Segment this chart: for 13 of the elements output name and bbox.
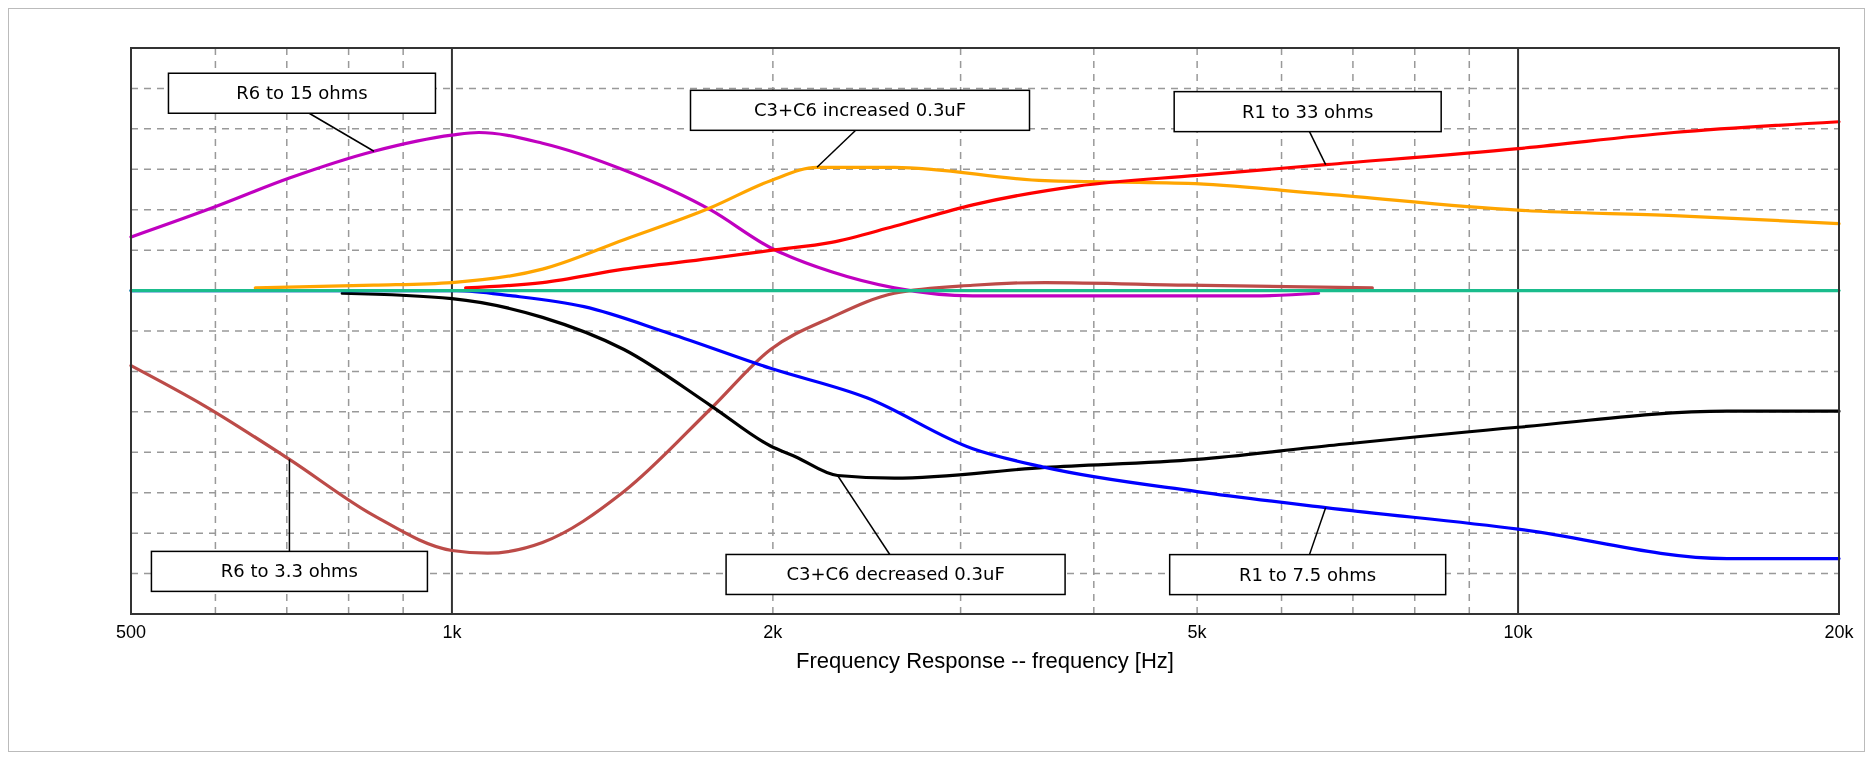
text: C3+C6 increased 0.3uF — [753, 99, 967, 121]
x-axis-title: Frequency Response -- frequency [Hz] — [796, 648, 1174, 673]
x-tick-label: 10k — [1503, 622, 1534, 642]
text: C3+C6 decreased 0.3uF — [786, 563, 1005, 585]
text: R6 to 15 ohms — [236, 82, 368, 104]
x-tick-label: 2k — [763, 622, 784, 642]
x-tick-label: 1k — [442, 622, 463, 642]
x-tick-label: 5k — [1187, 622, 1208, 642]
x-tick-label: 20k — [1824, 622, 1855, 642]
x-tick-label: 500 — [115, 622, 147, 642]
text: R1 to 7.5 ohms — [1239, 563, 1377, 585]
text: R1 to 33 ohms — [1241, 100, 1374, 122]
text: R6 to 3.3 ohms — [220, 560, 359, 582]
